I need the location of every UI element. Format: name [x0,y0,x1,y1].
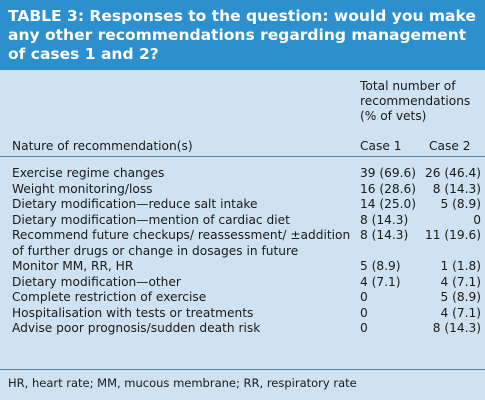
case1-column-header: Case 1 [360,139,402,153]
table-row: Complete restriction of exercise 0 5 (8.… [0,290,485,306]
table-row: Hospitalisation with tests or treatments… [0,306,485,322]
case2-cell: 4 (7.1) [440,305,481,320]
row-label: Advise poor prognosis/sudden death risk [12,321,261,335]
case2-cell: 5 (8.9) [440,197,481,211]
table-row: Dietary modification—mention of cardiac … [0,213,485,229]
table-row: Exercise regime changes 39 (69.6) 26 (46… [0,166,485,182]
row-label: Exercise regime changes [12,166,165,180]
nature-column-header: Nature of recommendation(s) [12,139,193,153]
row-label: Dietary modification—mention of cardiac … [12,212,290,227]
case1-cell: 0 [360,321,368,335]
total-recommendations-header: Total number of recommendations (% of ve… [360,79,471,123]
case1-cell: 8 (14.3) [360,212,409,227]
case2-cell: 11 (19.6) [424,228,481,242]
case1-cell: 8 (14.3) [360,228,409,242]
case1-cell: 0 [360,305,368,320]
case1-cell: 16 (28.6) [360,181,417,196]
case2-column-header: Case 2 [429,139,471,153]
footer-divider [0,369,485,370]
row-label: Dietary modification—reduce salt intake [12,197,258,211]
case1-cell: 4 (7.1) [360,274,401,289]
row-label: Complete restriction of exercise [12,290,207,304]
table-title: TABLE 3: Responses to the question: woul… [0,0,485,70]
table-row: Monitor MM, RR, HR 5 (8.9) 1 (1.8) [0,259,485,275]
case1-cell: 5 (8.9) [360,259,401,273]
case2-cell: 1 (1.8) [440,259,481,273]
table-row: Recommend future checkups/ reassessment/… [0,228,485,259]
table-row: Advise poor prognosis/sudden death risk … [0,321,485,337]
case2-cell: 8 (14.3) [432,321,481,335]
table-footnote: HR, heart rate; MM, mucous membrane; RR,… [8,376,357,390]
case1-cell: 39 (69.6) [360,166,417,180]
case2-cell: 8 (14.3) [432,181,481,196]
row-label: Hospitalisation with tests or treatments [12,305,254,320]
row-label: Recommend future checkups/ reassessment/… [12,228,351,258]
row-label: Monitor MM, RR, HR [12,259,134,273]
case2-cell: 4 (7.1) [440,274,481,289]
table-row: Dietary modification—reduce salt intake … [0,197,485,213]
case1-cell: 14 (25.0) [360,197,417,211]
row-label: Weight monitoring/loss [12,181,153,196]
table-row: Dietary modification—other 4 (7.1) 4 (7.… [0,275,485,291]
case2-cell: 0 [473,212,481,227]
case2-cell: 26 (46.4) [424,166,481,180]
case2-cell: 5 (8.9) [440,290,481,304]
table-body: Exercise regime changes 39 (69.6) 26 (46… [0,166,485,337]
case1-cell: 0 [360,290,368,304]
table-row: Weight monitoring/loss 16 (28.6) 8 (14.3… [0,182,485,198]
row-label: Dietary modification—other [12,274,181,289]
header-divider [0,156,485,157]
